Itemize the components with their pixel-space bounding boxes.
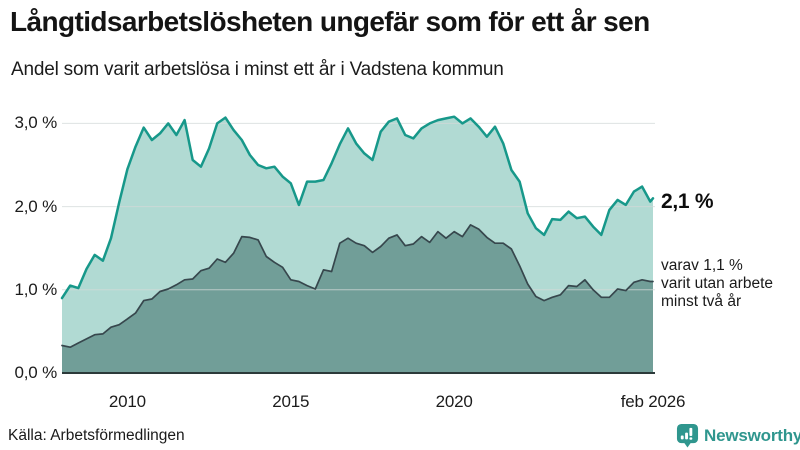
area-fill-2 xyxy=(62,224,653,373)
series-line-2 xyxy=(61,224,654,349)
y-tick-label: 0,0 % xyxy=(14,363,58,382)
annotation-line-3: minst två år xyxy=(661,293,742,310)
annotation-line-1: varav 1,1 % xyxy=(661,257,743,274)
brand-logo: Newsworthy xyxy=(676,423,800,448)
end-value-annotation: 2,1 % xyxy=(661,190,714,213)
y-tick-label: 3,0 % xyxy=(14,113,58,133)
chart-subtitle: Andel som varit arbetslösa i minst ett å… xyxy=(11,59,504,80)
y-tick-label: 1,0 % xyxy=(14,279,58,299)
brand-name: Newsworthy xyxy=(704,425,800,445)
y-axis-labels: 0,0 % 1,0 % 2,0 % 3,0 % xyxy=(0,0,58,450)
newsworthy-icon xyxy=(676,423,699,448)
y-tick-label: 2,0 % xyxy=(14,196,58,216)
x-tick-label: 2015 xyxy=(272,392,310,411)
series-line-1 xyxy=(60,115,655,300)
annotation-line-2: varit utan arbete xyxy=(661,275,774,292)
page-title: Långtidsarbetslösheten ungefär som för e… xyxy=(10,6,650,37)
source-credit: Källa: Arbetsförmedlingen xyxy=(8,427,185,444)
x-tick-label: 2010 xyxy=(108,392,146,411)
x-tick-label: 2020 xyxy=(435,392,473,411)
x-tick-label: feb 2026 xyxy=(620,392,686,411)
series2-annotation: varav 1,1 % varit utan arbete minst två … xyxy=(661,257,773,311)
